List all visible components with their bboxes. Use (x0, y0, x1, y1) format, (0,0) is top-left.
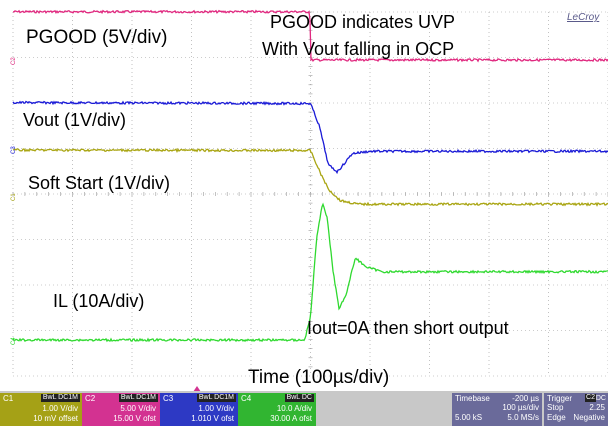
channel-2-scale: 5.00 V/div (120, 404, 156, 413)
pgood-trace (12, 9, 608, 63)
channel-4-descriptor[interactable]: C4 BwL DC 10.0 A/div 30.00 A ofst (238, 393, 316, 426)
channel-4-offset: 30.00 A ofst (270, 414, 312, 423)
uvp-note-line2: With Vout falling in OCP (262, 39, 455, 59)
trigger-type: Edge (547, 413, 566, 422)
channel-4-name: C4 (241, 394, 252, 403)
trigger-level: 2.25 (589, 403, 605, 412)
timebase-delay: -200 µs (512, 394, 539, 403)
channel-2-coupling: BwL DC1M (118, 394, 158, 402)
soft-start-label: Soft Start (1V/div) (28, 173, 171, 193)
status-bar: C1 BwL DC1M 1.00 V/div 10 mV offset C2 BwL… (0, 391, 608, 426)
trigger-descriptor[interactable]: Trigger C2 DC Stop 2.25 Edge Negative (544, 393, 608, 426)
channel-3-offset: 1.010 V ofst (191, 414, 234, 423)
channel-4-coupling: BwL DC (284, 394, 314, 402)
channel-marker-c3: C3 (11, 146, 17, 154)
timebase-label: Timebase (455, 394, 490, 403)
pgood-label: PGOOD (5V/div) (26, 27, 168, 48)
channel-3-scale: 1.00 V/div (198, 404, 234, 413)
channel-marker-c2: C2 (11, 57, 17, 65)
time-axis-label: Time (100µs/div) (248, 367, 390, 388)
channel-1-offset: 10 mV offset (33, 414, 78, 423)
iout-note: Iout=0A then short output (307, 318, 509, 338)
graticule-grid (12, 11, 608, 377)
channel-2-name: C2 (85, 394, 96, 403)
channel-1-scale: 1.00 V/div (42, 404, 78, 413)
trigger-position-marker (193, 386, 201, 392)
channel-3-descriptor[interactable]: C3 BwL DC1M 1.00 V/div 1.010 V ofst (160, 393, 238, 426)
timebase-descriptor[interactable]: Timebase -200 µs 100 µs/div 5.00 kS 5.0 MS… (452, 393, 542, 426)
uvp-note-line1: PGOOD indicates UVP (270, 12, 456, 32)
il-label: IL (10A/div) (53, 291, 145, 311)
brand-logo: LeCroy (567, 12, 600, 23)
channel-4-scale: 10.0 A/div (276, 404, 312, 413)
channel-3-name: C3 (163, 394, 174, 403)
trigger-mode: Stop (547, 403, 564, 412)
channel-2-offset: 15.00 V ofst (113, 414, 156, 423)
timebase-per-div: 100 µs/div (502, 403, 539, 412)
channel-markers: C2 C3 C1 C4 (11, 57, 201, 392)
traces (12, 9, 608, 343)
timebase-samples: 5.00 kS (455, 413, 483, 422)
channel-1-coupling: BwL DC1M (40, 394, 80, 402)
trigger-slope: Negative (573, 413, 605, 422)
channel-marker-c1: C1 (11, 193, 17, 201)
trigger-source: C2 (585, 394, 596, 402)
il-trace (12, 202, 608, 343)
channel-marker-c4: C4 (11, 337, 17, 345)
channel-1-name: C1 (3, 394, 14, 403)
channel-3-coupling: BwL DC1M (196, 394, 236, 402)
vout-trace (12, 100, 608, 175)
vout-label: Vout (1V/div) (23, 110, 127, 130)
channel-2-descriptor[interactable]: C2 BwL DC1M 5.00 V/div 15.00 V ofst (82, 393, 160, 426)
trigger-label: Trigger (547, 394, 573, 403)
soft-start-trace (12, 147, 608, 207)
channel-1-descriptor[interactable]: C1 BwL DC1M 1.00 V/div 10 mV offset (0, 393, 82, 426)
trigger-coupling: DC (595, 395, 606, 402)
timebase-rate: 5.0 MS/s (507, 413, 539, 422)
